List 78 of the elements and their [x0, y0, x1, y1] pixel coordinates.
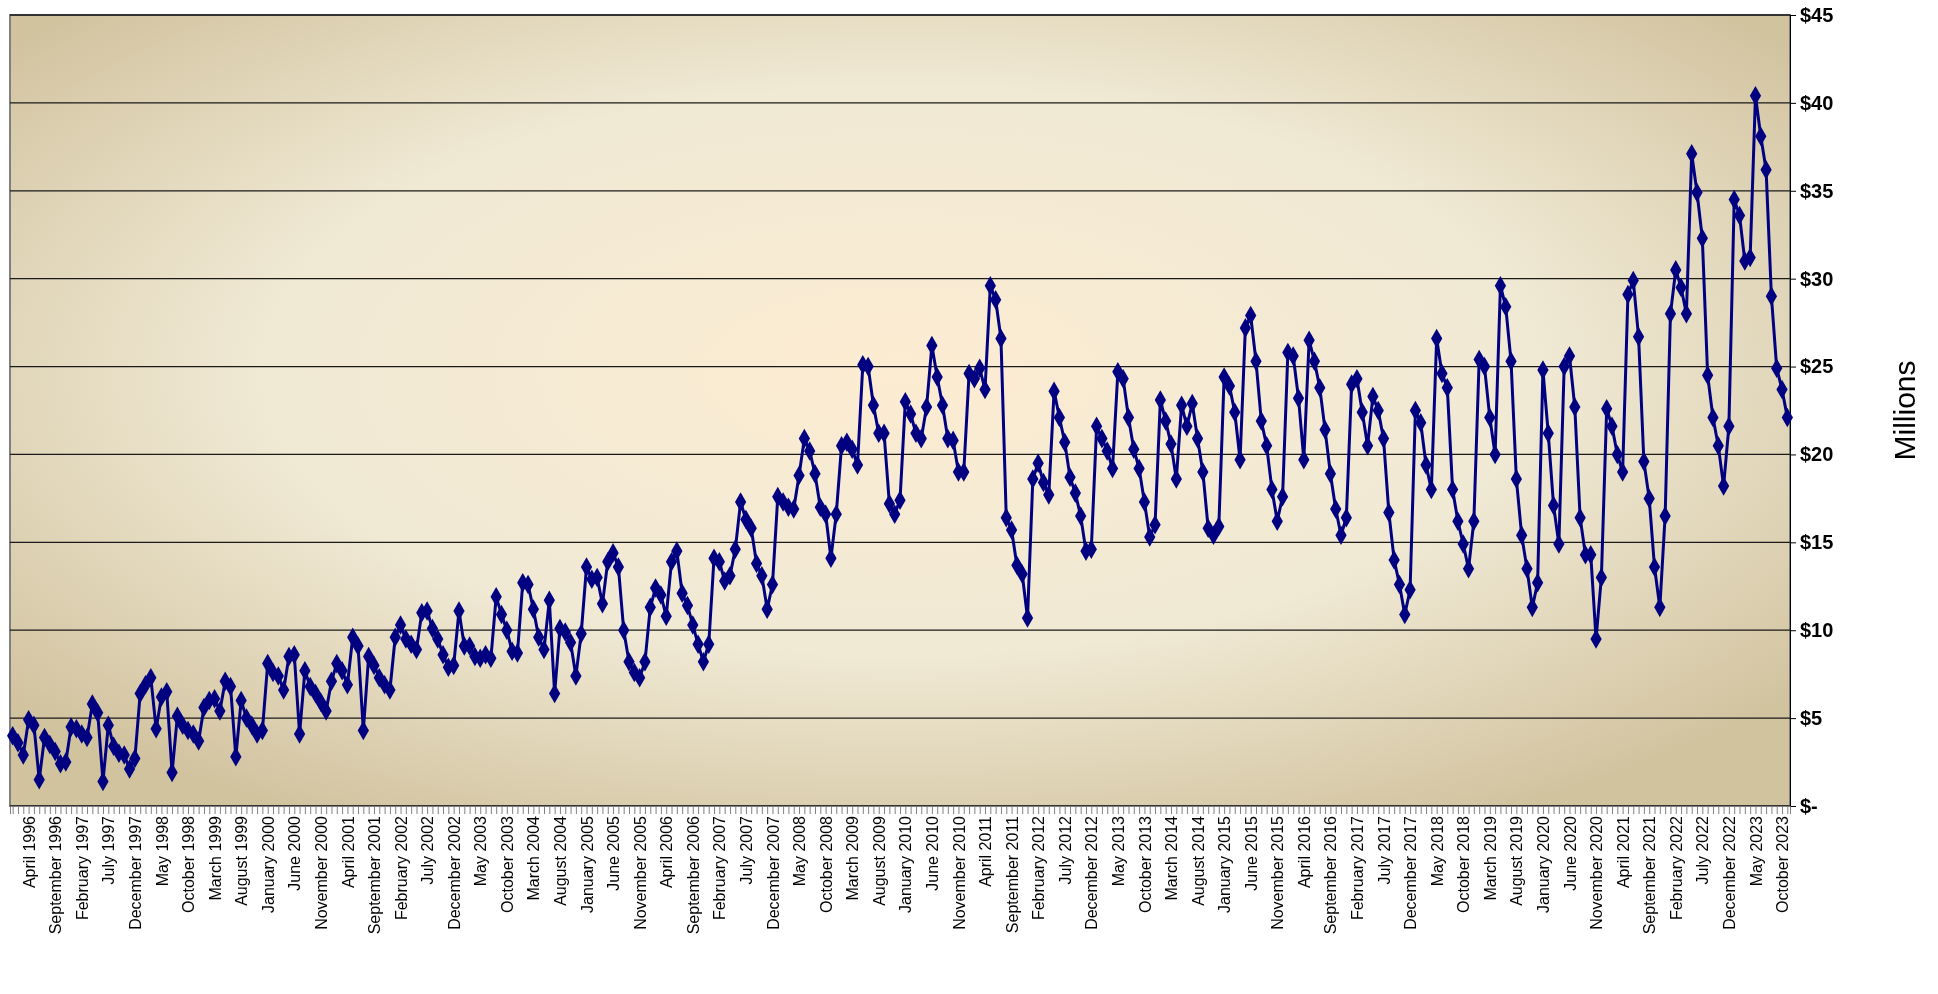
x-tick-label: December 1997 — [126, 815, 144, 930]
x-tick-label: September 2011 — [1003, 815, 1021, 934]
x-tick-label: October 2018 — [1455, 815, 1473, 913]
x-tick-label: March 2014 — [1163, 815, 1181, 901]
x-tick-label: April 2001 — [339, 815, 357, 889]
y-tick-label: $10 — [1800, 619, 1834, 642]
x-tick-label: September 1996 — [47, 815, 65, 935]
x-tick-label: December 2007 — [764, 815, 782, 930]
x-tick-label: September 2001 — [366, 815, 384, 935]
x-tick-label: April 2016 — [1295, 815, 1313, 889]
x-tick-label: December 2002 — [445, 815, 463, 930]
x-tick-label: July 2017 — [1375, 815, 1393, 885]
x-tick-label: September 2021 — [1641, 815, 1659, 935]
x-tick-label: March 2004 — [525, 815, 543, 901]
x-tick-label: November 2005 — [631, 815, 649, 930]
x-tick-label: October 2013 — [1136, 815, 1154, 913]
x-tick-label: September 2016 — [1322, 815, 1340, 935]
x-tick-label: March 2019 — [1481, 815, 1499, 901]
y-tick-label: $45 — [1800, 3, 1834, 26]
y-tick-label: $35 — [1800, 179, 1834, 202]
x-tick-label: January 2005 — [578, 815, 596, 913]
x-tick-label: February 2012 — [1030, 815, 1048, 921]
x-tick-label: August 2019 — [1508, 815, 1526, 906]
x-tick-label: October 2023 — [1774, 815, 1792, 913]
x-tick-label: August 2009 — [870, 815, 888, 906]
x-tick-label: February 1997 — [73, 815, 91, 921]
x-tick-label: August 2004 — [552, 815, 570, 906]
x-tick-label: October 2008 — [817, 815, 835, 913]
x-tick-label: November 2010 — [950, 815, 968, 930]
x-tick-label: August 2014 — [1189, 815, 1207, 906]
x-tick-label: January 2000 — [259, 815, 277, 913]
x-tick-label: May 1998 — [153, 815, 171, 887]
y-tick-label: $20 — [1800, 443, 1834, 466]
y-tick-label: $40 — [1800, 91, 1834, 114]
x-tick-label: July 2002 — [419, 815, 437, 885]
x-tick-label: December 2012 — [1083, 815, 1101, 930]
x-tick-label: May 2003 — [472, 815, 490, 887]
x-tick-label: November 2000 — [312, 815, 330, 930]
x-tick-label: February 2007 — [711, 815, 729, 921]
x-tick-label: July 2007 — [738, 815, 756, 885]
x-tick-label: April 2021 — [1614, 815, 1632, 889]
x-tick-label: October 2003 — [498, 815, 516, 913]
x-tick-label: January 2015 — [1216, 815, 1234, 913]
x-tick-label: May 2008 — [791, 815, 809, 887]
x-tick-label: November 2020 — [1588, 815, 1606, 930]
x-tick-label: August 1999 — [233, 815, 251, 906]
y-tick-label: $5 — [1800, 707, 1823, 730]
x-tick-label: February 2022 — [1667, 815, 1685, 921]
x-tick-label: July 1997 — [100, 815, 118, 885]
x-tick-label: April 2011 — [977, 815, 995, 887]
x-tick-label: September 2006 — [684, 815, 702, 935]
x-tick-label: June 2000 — [286, 815, 304, 891]
y-tick-label: $30 — [1800, 267, 1834, 290]
y-tick-label: $- — [1800, 794, 1818, 817]
x-tick-label: January 2010 — [897, 815, 915, 913]
x-tick-label: April 2006 — [658, 815, 676, 889]
x-tick-label: December 2022 — [1721, 815, 1738, 930]
x-tick-label: February 2017 — [1349, 815, 1367, 921]
x-tick-label: March 2009 — [844, 815, 862, 901]
x-tick-label: July 2012 — [1056, 815, 1074, 885]
x-tick-label: November 2015 — [1269, 815, 1287, 930]
x-tick-label: April 1996 — [20, 815, 38, 889]
x-tick-label: December 2017 — [1402, 815, 1420, 930]
x-tick-label: May 2023 — [1747, 815, 1765, 887]
x-tick-label: June 2015 — [1242, 815, 1260, 891]
x-tick-label: January 2020 — [1535, 815, 1553, 913]
x-tick-label: May 2013 — [1109, 815, 1127, 887]
y-tick-label: $25 — [1800, 355, 1834, 378]
x-tick-label: July 2022 — [1694, 815, 1712, 885]
y-tick-label: $15 — [1800, 531, 1834, 554]
x-tick-label: June 2005 — [605, 815, 623, 891]
x-tick-label: June 2020 — [1561, 815, 1579, 891]
y-axis-title: Millions — [1888, 360, 1921, 461]
x-tick-label: March 1999 — [206, 815, 224, 901]
x-tick-label: June 2010 — [923, 815, 941, 891]
x-tick-label: February 2002 — [392, 815, 410, 921]
x-tick-label: May 2018 — [1428, 815, 1446, 887]
x-tick-label: October 1998 — [180, 815, 198, 913]
